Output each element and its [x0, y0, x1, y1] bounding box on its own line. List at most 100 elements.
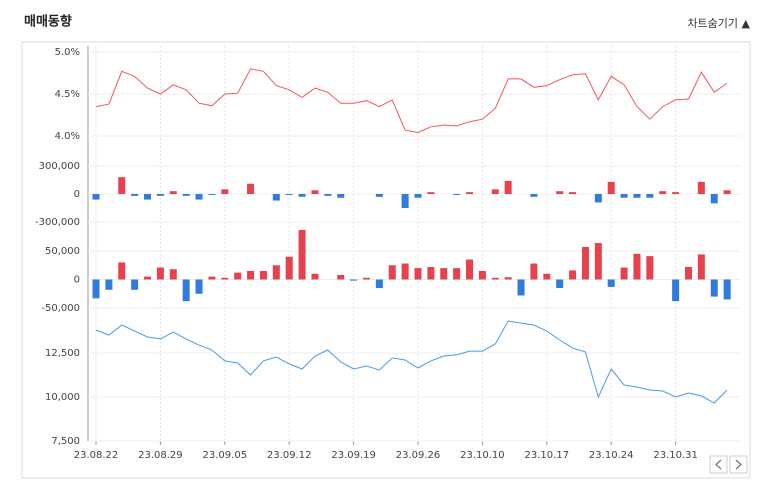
line-series: [95, 68, 728, 134]
bar: [118, 262, 126, 280]
bar: [672, 279, 680, 302]
bar: [684, 266, 692, 280]
bar: [646, 256, 654, 280]
bar: [466, 192, 474, 194]
chart-frame: [21, 41, 751, 479]
bar: [221, 189, 229, 194]
bar: [633, 253, 641, 280]
bar: [723, 279, 731, 300]
bar: [195, 194, 203, 200]
x-tick-label: 23.09.12: [267, 450, 312, 461]
bar: [453, 268, 461, 280]
bar: [710, 279, 718, 297]
bar: [375, 279, 383, 289]
bar: [504, 277, 512, 280]
x-tick-label: 23.10.17: [525, 450, 570, 461]
bar: [414, 268, 422, 280]
y-tick-label: 4.0%: [55, 131, 80, 142]
bar: [208, 194, 216, 195]
x-tick-label: 23.09.05: [203, 450, 248, 461]
bar: [556, 279, 564, 289]
bar: [427, 266, 435, 280]
bar: [182, 194, 190, 196]
bar: [607, 279, 615, 287]
bar: [453, 194, 461, 195]
bar: [543, 273, 551, 280]
y-tick-label: 50,000: [45, 246, 80, 257]
bar: [478, 270, 486, 280]
y-tick-label: 12,500: [45, 348, 80, 359]
bar: [298, 194, 306, 197]
bar: [414, 194, 422, 198]
bar: [530, 263, 538, 280]
bar: [581, 247, 589, 280]
x-tick-label: 23.08.22: [74, 450, 119, 461]
bar: [298, 229, 306, 280]
bar: [118, 177, 126, 194]
bar: [324, 194, 332, 196]
bar: [105, 279, 113, 290]
y-tick-label: 10,000: [45, 392, 80, 403]
bar: [620, 194, 628, 198]
x-tick-label: 23.08.29: [138, 450, 183, 461]
bar: [208, 276, 216, 280]
next-button[interactable]: [729, 455, 748, 474]
bar: [401, 194, 409, 208]
bar: [221, 277, 229, 280]
y-tick-label: 0: [74, 189, 80, 200]
bar: [594, 194, 602, 203]
bar: [247, 183, 255, 194]
bar: [607, 181, 615, 194]
x-tick-label: 23.10.10: [460, 450, 505, 461]
bar: [375, 194, 383, 197]
y-tick-label: 4.5%: [55, 89, 80, 100]
toggle-chart[interactable]: 차트숨기기 ▲: [687, 17, 750, 30]
bar: [169, 269, 177, 280]
bar: [156, 267, 164, 280]
bar: [491, 277, 499, 280]
x-tick-label: 23.10.24: [589, 450, 634, 461]
bar: [182, 279, 190, 302]
bar: [491, 189, 499, 194]
bar: [697, 254, 705, 280]
bar: [710, 194, 718, 204]
y-tick-label: 7,500: [51, 436, 80, 447]
bar: [272, 194, 280, 201]
bar: [169, 191, 177, 194]
bar: [517, 279, 525, 296]
bar: [195, 279, 203, 294]
bar: [272, 265, 280, 280]
bar: [646, 194, 654, 198]
bar: [285, 194, 293, 195]
bar: [633, 194, 641, 198]
next-icon: [735, 459, 742, 470]
y-tick-label: 5.0%: [55, 47, 80, 58]
bar: [569, 192, 577, 194]
bar: [697, 181, 705, 194]
bar: [144, 194, 152, 200]
bar: [466, 259, 474, 280]
bar: [259, 270, 267, 280]
line-series: [95, 320, 728, 404]
x-tick-label: 23.10.31: [653, 450, 698, 461]
bar: [131, 194, 139, 196]
bar: [350, 279, 358, 281]
prev-button[interactable]: [709, 455, 728, 474]
bar: [388, 265, 396, 280]
bar: [504, 180, 512, 194]
bar: [440, 268, 448, 280]
bar: [569, 270, 577, 280]
bar: [311, 190, 319, 194]
bar: [530, 194, 538, 197]
bar: [672, 192, 680, 194]
bar: [659, 191, 667, 194]
y-tick-label: -50,000: [41, 303, 80, 314]
bar: [247, 270, 255, 280]
prev-icon: [715, 459, 722, 470]
bar: [92, 194, 100, 200]
bar: [311, 273, 319, 280]
bar: [723, 190, 731, 194]
bar: [362, 277, 370, 280]
x-tick-label: 23.09.19: [331, 450, 376, 461]
